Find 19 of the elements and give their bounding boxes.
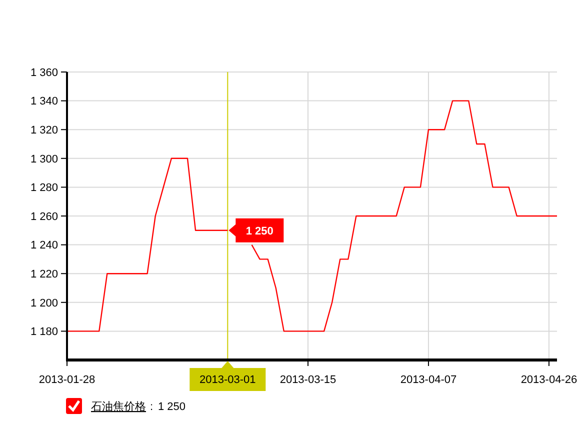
- y-tick-label: 1 280: [30, 182, 58, 194]
- y-tick-label: 1 260: [30, 210, 58, 223]
- y-tick-label: 1 320: [30, 124, 58, 136]
- x-tick-label: 2013-01-28: [38, 374, 96, 386]
- x-tick-label: 2013-03-15: [280, 374, 336, 386]
- y-tick-label: 1 200: [30, 297, 58, 310]
- legend-label: 石油焦价格: [91, 400, 146, 413]
- y-tick-label: 1 340: [30, 96, 58, 108]
- x-tick-label: 2013-03-01: [200, 374, 256, 386]
- y-tick-label: 1 240: [30, 240, 58, 252]
- x-tick-label: 2013-04-26: [520, 374, 577, 386]
- ref-line-label: 1 250: [246, 225, 274, 238]
- y-tick-label: 1 220: [30, 268, 58, 280]
- x-tick-label: 2013-04-07: [400, 374, 457, 386]
- y-tick-label: 1 180: [30, 326, 58, 338]
- text: :: [150, 401, 154, 413]
- text: 1 250: [158, 401, 186, 413]
- y-tick-label: 1 360: [30, 66, 58, 79]
- y-tick-label: 1 300: [30, 153, 58, 166]
